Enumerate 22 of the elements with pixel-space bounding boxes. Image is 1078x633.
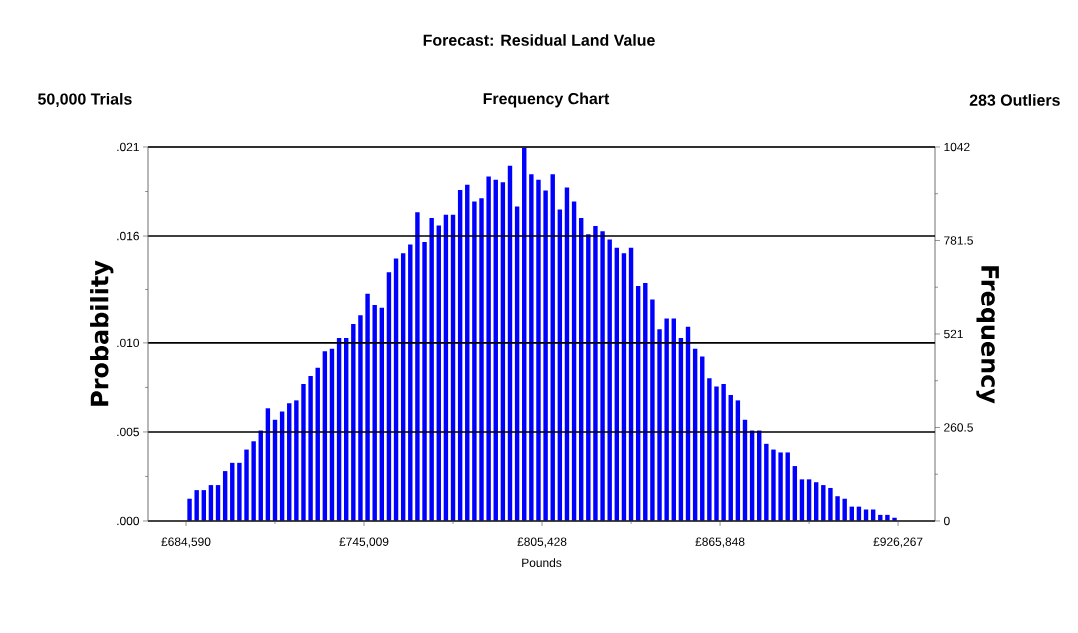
text: 283 Outliers [969,94,1060,106]
y2-tick-label: 1042 [944,142,970,152]
y2-tick-label: 0 [944,516,950,526]
y2-tick-label: 521 [944,329,963,339]
y-tick-label: .000 [117,516,140,526]
y-tick-label: .016 [117,231,139,241]
x-tick-label: £865,848 [695,537,745,548]
y-tick-label: .021 [117,142,139,152]
y-tick-label: .005 [117,427,139,437]
y2-tick-label: 260.5 [944,423,973,432]
text: 50,000 Trials [38,92,132,107]
y2-tick-label: 781.5 [944,236,973,245]
x-tick-label: £684,590 [161,537,211,548]
x-tick-label: £805,428 [517,537,567,548]
chart-title: Forecast: Residual Land Value [423,34,655,46]
y2-axis-title: Frequency [976,266,999,404]
y-axis-title: Probability [90,260,114,406]
y-tick-label: .010 [117,338,140,348]
chart-subtitle: Frequency Chart [483,92,610,108]
x-tick-label: £926,267 [873,537,923,548]
x-tick-label: £745,009 [339,537,389,548]
x-axis-title: Pounds [522,558,562,567]
